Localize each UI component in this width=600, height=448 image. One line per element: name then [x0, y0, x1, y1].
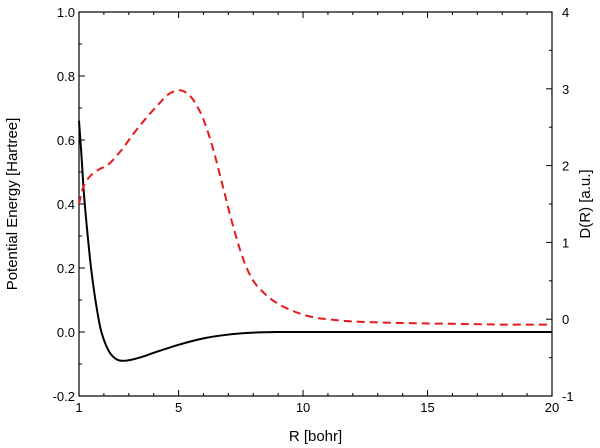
series-line-d-r	[78, 89, 553, 326]
x-tick-label: 5	[175, 400, 182, 415]
y-left-tick-label: -0.2	[53, 389, 75, 404]
y-left-tick-label: 0.2	[57, 261, 75, 276]
series-line-potential-energy	[78, 120, 552, 362]
x-tick-label: 1	[75, 400, 82, 415]
y-right-tick-label: 3	[562, 82, 569, 97]
series-layer	[78, 89, 553, 362]
y-right-tick-label: 2	[562, 159, 569, 174]
y-left-tick-label: 0.0	[57, 325, 75, 340]
y-right-tick-label: 1	[562, 235, 569, 250]
plot-frame	[78, 11, 553, 397]
y-left-tick-label: 1.0	[57, 5, 75, 20]
x-tick-label: 10	[296, 400, 310, 415]
y-left-tick-label: 0.4	[57, 197, 75, 212]
x-axis-title: R [bohr]	[289, 428, 342, 445]
y-left-tick-label: 0.6	[57, 133, 75, 148]
y-axis-left-title: Potential Energy [Hartree]	[4, 118, 21, 291]
y-left-tick-label: 0.8	[57, 69, 75, 84]
y-right-tick-label: 0	[562, 312, 569, 327]
y-axis-right-title: D(R) [a.u.]	[577, 169, 594, 238]
y-right-tick-label: -1	[562, 389, 574, 404]
x-tick-label: 20	[545, 400, 559, 415]
y-right-tick-label: 4	[562, 5, 569, 20]
x-tick-label: 15	[420, 400, 434, 415]
